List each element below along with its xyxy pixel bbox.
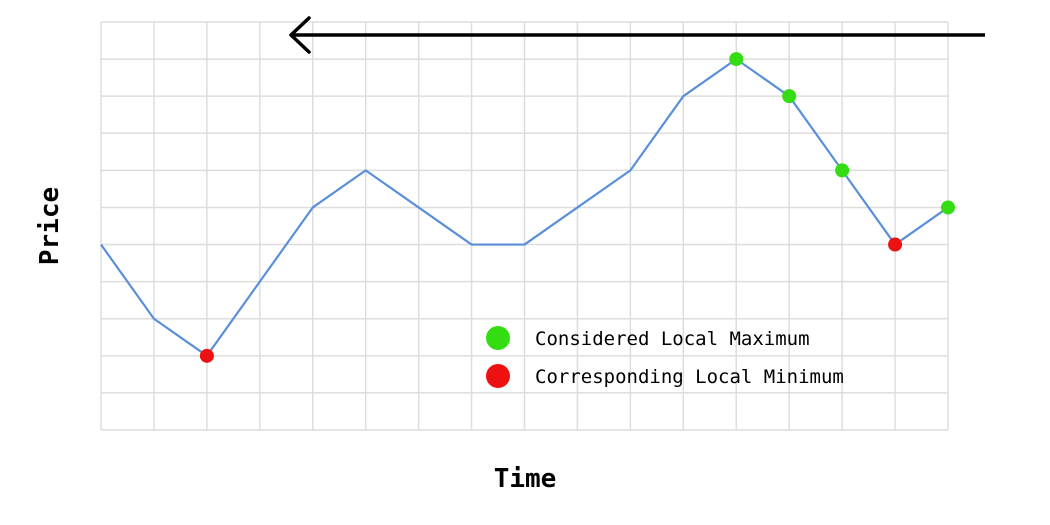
legend-max-label: Considered Local Maximum xyxy=(535,328,810,350)
local-max-point xyxy=(835,163,850,178)
chart-series xyxy=(100,57,949,357)
chart-grid xyxy=(100,21,949,431)
local-max-point xyxy=(729,52,744,67)
series-line xyxy=(100,57,949,357)
arrow-head xyxy=(289,16,311,54)
legend-min-marker xyxy=(486,364,510,388)
y-axis-label: Price xyxy=(35,187,65,265)
local-min-point xyxy=(199,348,214,363)
local-min-point xyxy=(888,237,903,252)
local-max-point xyxy=(782,89,797,104)
legend-max-marker xyxy=(486,326,510,350)
chart-markers xyxy=(199,52,955,363)
direction-arrow xyxy=(289,16,985,54)
local-max-point xyxy=(941,200,955,215)
x-axis-label: Time xyxy=(494,464,557,494)
legend: Considered Local Maximum Corresponding L… xyxy=(486,326,844,388)
legend-min-label: Corresponding Local Minimum xyxy=(535,366,844,388)
